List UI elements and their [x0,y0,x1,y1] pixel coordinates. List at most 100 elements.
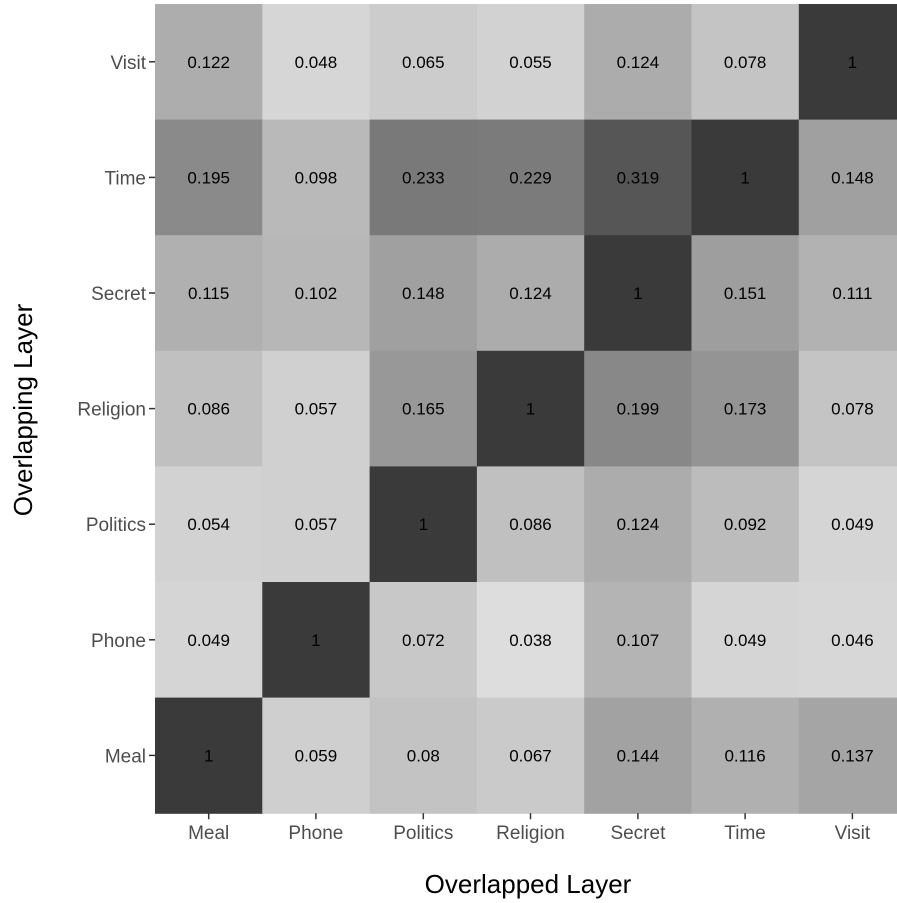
heatmap-cell-phone-politics [369,582,478,699]
cell-value-label: 0.124 [617,515,660,534]
heatmap-cell-visit-time [691,4,800,121]
heatmap-cell-politics-phone [262,466,371,583]
heatmap-cell-meal-religion [476,697,585,814]
y-axis-title: Overlapping Layer [8,303,38,516]
cell-value-label: 0.072 [402,631,445,650]
x-tick-label: Meal [188,823,229,844]
y-tick-label: Religion [77,400,146,421]
heatmap-cell-time-time [691,119,800,236]
heatmap-cell-politics-religion [476,466,585,583]
heatmap-cell-time-religion [476,119,585,236]
heatmap-cell-religion-time [691,350,800,467]
x-axis-title: Overlapped Layer [425,869,632,899]
cell-value-label: 0.086 [187,400,230,419]
heatmap-cell-meal-meal [155,697,263,814]
cell-value-label: 0.057 [295,400,338,419]
heatmap-cell-religion-phone [262,350,371,467]
heatmap-cells [155,4,897,814]
y-tick-label: Politics [86,515,146,536]
heatmap-cell-politics-meal [155,466,263,583]
cell-value-label: 0.08 [407,746,440,765]
cell-value-label: 0.199 [617,400,660,419]
cell-value-label: 0.078 [831,400,874,419]
cell-value-label: 0.046 [831,631,874,650]
cell-value-label: 0.049 [831,515,874,534]
heatmap-cell-secret-secret [584,235,693,352]
cell-value-label: 1 [848,53,857,72]
cell-value-label: 0.078 [724,53,767,72]
cell-value-label: 0.124 [509,284,552,303]
heatmap-cell-politics-secret [584,466,693,583]
cell-value-label: 0.107 [617,631,660,650]
y-axis: Visit Time Secret Religion Politics Phone Meal [77,53,155,767]
heatmap-cell-secret-visit [798,235,897,352]
cell-value-label: 0.116 [724,746,765,765]
y-tick-label: Secret [91,284,147,305]
x-tick-label: Politics [393,823,453,844]
heatmap-cell-phone-meal [155,582,263,699]
y-tick-label: Phone [91,631,146,652]
heatmap-cell-phone-phone [262,582,371,699]
cell-value-label: 0.092 [724,515,767,534]
heatmap-cell-time-phone [262,119,371,236]
heatmap-cell-secret-religion [476,235,585,352]
cell-value-label: 0.055 [509,53,552,72]
cell-value-label: 0.102 [295,284,338,303]
heatmap-cell-religion-secret [584,350,693,467]
heatmap-cell-time-meal [155,119,263,236]
cell-value-label: 1 [311,631,320,650]
cell-value-label: 1 [740,168,749,187]
y-tick-label: Meal [105,746,146,767]
cell-value-label: 0.049 [724,631,767,650]
x-axis: Meal Phone Politics Religion Secret Time Visit [188,813,871,844]
heatmap-cell-meal-secret [584,697,693,814]
cell-value-label: 0.148 [831,168,874,187]
cell-value-label: 0.144 [617,746,660,765]
x-tick-label: Time [724,823,766,844]
cell-value-label: 1 [633,284,642,303]
cell-value-label: 0.057 [295,515,338,534]
x-tick-label: Secret [610,823,666,844]
heatmap-cell-labels: 0.122 0.048 0.065 0.055 0.124 0.078 1 0.195 0.09… [187,53,873,766]
heatmap-cell-politics-time [691,466,800,583]
cell-value-label: 0.048 [295,53,338,72]
cell-value-label: 0.111 [832,284,872,303]
cell-value-label: 0.098 [295,168,338,187]
heatmap-cell-secret-politics [369,235,478,352]
heatmap-cell-visit-visit [798,4,897,121]
x-tick-label: Religion [496,823,565,844]
heatmap-cell-time-politics [369,119,478,236]
heatmap-cell-phone-religion [476,582,585,699]
heatmap-cell-phone-secret [584,582,693,699]
cell-value-label: 1 [526,400,535,419]
y-tick-label: Time [104,168,146,189]
heatmap-cell-meal-phone [262,697,371,814]
heatmap-cell-visit-politics [369,4,478,121]
cell-value-label: 0.038 [509,631,552,650]
heatmap-cell-politics-visit [798,466,897,583]
heatmap-cell-meal-politics [369,697,478,814]
cell-value-label: 0.229 [509,168,552,187]
heatmap-cell-phone-time [691,582,800,699]
cell-value-label: 0.148 [402,284,445,303]
cell-value-label: 0.065 [402,53,445,72]
cell-value-label: 0.233 [402,168,445,187]
cell-value-label: 0.319 [617,168,660,187]
heatmap-cell-visit-secret [584,4,693,121]
heatmap-cell-secret-phone [262,235,371,352]
cell-value-label: 0.173 [724,400,767,419]
heatmap-cell-meal-visit [798,697,897,814]
cell-value-label: 0.195 [187,168,230,187]
cell-value-label: 0.086 [509,515,552,534]
heatmap-cell-religion-meal [155,350,263,467]
cell-value-label: 0.115 [188,284,229,303]
heatmap-cell-time-secret [584,119,693,236]
heatmap-cell-secret-time [691,235,800,352]
cell-value-label: 0.124 [617,53,660,72]
y-tick-label: Visit [110,53,146,74]
cell-value-label: 0.122 [187,53,230,72]
cell-value-label: 1 [204,746,213,765]
heatmap-cell-politics-politics [369,466,478,583]
cell-value-label: 0.151 [724,284,767,303]
heatmap-cell-religion-politics [369,350,478,467]
